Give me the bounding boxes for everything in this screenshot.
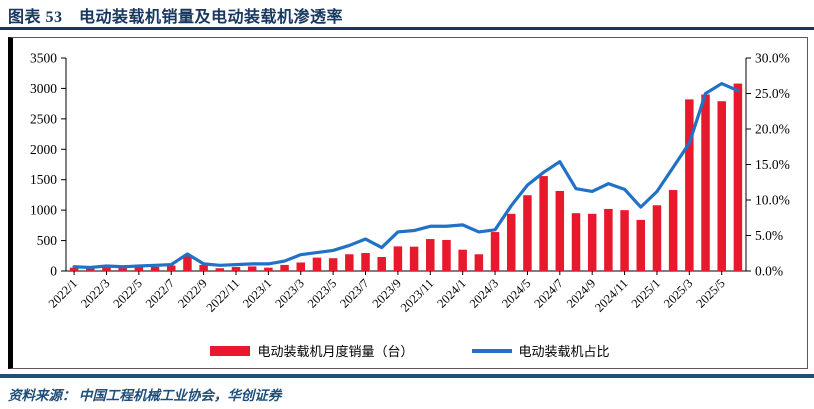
sales-bar xyxy=(102,267,111,271)
svg-text:2022/5: 2022/5 xyxy=(111,276,145,310)
svg-text:2024/11: 2024/11 xyxy=(592,276,631,315)
chart-panel: 0 500 1000 1500 2000 2500 3000 3500 0.0% 5.0% 10.0… xyxy=(8,37,808,369)
svg-text:2024/1: 2024/1 xyxy=(434,276,468,310)
left-axis: 0 500 1000 1500 2000 2500 3000 3500 xyxy=(30,51,66,279)
sales-bar xyxy=(701,94,710,271)
sales-bar xyxy=(312,257,322,271)
svg-text:2024/3: 2024/3 xyxy=(467,276,501,310)
sales-bar xyxy=(636,219,646,271)
sales-bar xyxy=(604,208,613,271)
sales-bar xyxy=(668,190,678,271)
svg-text:1000: 1000 xyxy=(30,203,57,218)
sales-bar-swatch xyxy=(210,345,251,356)
svg-text:2023/1: 2023/1 xyxy=(240,276,274,310)
svg-text:25.0%: 25.0% xyxy=(755,86,790,101)
legend-label-sales: 电动装载机月度销量（台） xyxy=(257,344,414,359)
sales-bar xyxy=(86,268,95,271)
sales-bar xyxy=(442,239,451,271)
svg-text:0: 0 xyxy=(50,264,57,279)
svg-text:2022/11: 2022/11 xyxy=(204,276,243,315)
sales-bar xyxy=(215,268,225,271)
sales-bar xyxy=(345,254,354,271)
sales-bar xyxy=(571,213,581,271)
sales-bar xyxy=(539,176,548,271)
figure-title: 图表 53 电动装载机销量及电动装载机渗透率 xyxy=(8,9,344,26)
combo-chart: 0 500 1000 1500 2000 2500 3000 3500 0.0% 5.0% 10.0… xyxy=(30,51,790,315)
svg-text:2023/5: 2023/5 xyxy=(305,276,339,310)
svg-text:2023/7: 2023/7 xyxy=(337,276,371,310)
svg-text:2500: 2500 xyxy=(30,111,57,126)
sales-bar xyxy=(69,267,79,271)
sales-bar xyxy=(166,265,176,271)
svg-text:20.0%: 20.0% xyxy=(755,122,790,137)
legend-label-share: 电动装载机占比 xyxy=(518,344,610,359)
svg-text:2024/7: 2024/7 xyxy=(531,276,565,310)
svg-text:3500: 3500 xyxy=(30,51,57,66)
svg-text:500: 500 xyxy=(37,233,58,248)
sales-bar xyxy=(490,232,500,271)
right-axis: 0.0% 5.0% 10.0% 15.0% 20.0% 25.0% 30.0% xyxy=(746,51,790,279)
sales-bar xyxy=(296,262,306,271)
sales-bar xyxy=(733,83,743,271)
sales-bar xyxy=(620,210,629,271)
penetration-line xyxy=(72,81,740,270)
svg-text:2022/1: 2022/1 xyxy=(46,276,80,310)
sales-bar xyxy=(506,213,516,271)
sales-bar xyxy=(183,254,192,271)
sales-bar xyxy=(231,267,241,271)
svg-text:3000: 3000 xyxy=(30,81,57,96)
svg-text:2023/11: 2023/11 xyxy=(398,276,437,315)
svg-text:30.0%: 30.0% xyxy=(755,51,790,66)
sales-bar xyxy=(409,246,419,271)
sales-bar xyxy=(361,253,370,271)
sales-bar xyxy=(685,99,694,271)
x-axis: 2022/12022/32022/52022/72022/92022/11202… xyxy=(46,271,728,315)
svg-text:15.0%: 15.0% xyxy=(755,157,790,172)
svg-text:2025/5: 2025/5 xyxy=(693,276,727,310)
sales-bar xyxy=(280,264,289,271)
sales-bar xyxy=(587,213,597,271)
sales-bar xyxy=(150,266,160,271)
sales-bar xyxy=(474,254,484,271)
sales-bars-series xyxy=(69,83,743,271)
sales-bar xyxy=(377,257,386,271)
svg-text:2022/7: 2022/7 xyxy=(143,276,177,310)
sales-bar xyxy=(393,246,403,271)
svg-text:2023/3: 2023/3 xyxy=(272,276,306,310)
svg-text:2024/5: 2024/5 xyxy=(499,276,533,310)
sales-bar xyxy=(328,258,338,271)
svg-text:1500: 1500 xyxy=(30,172,57,187)
svg-text:0.0%: 0.0% xyxy=(755,264,783,279)
sales-bar xyxy=(555,190,565,271)
title-divider xyxy=(0,27,814,30)
sales-bar xyxy=(458,249,467,271)
share-line-swatch xyxy=(471,348,512,353)
svg-text:2025/1: 2025/1 xyxy=(629,276,663,310)
sales-bar xyxy=(264,267,273,271)
sales-bar xyxy=(134,267,144,271)
legend-item-share: 电动装载机占比 xyxy=(471,341,610,360)
svg-text:2000: 2000 xyxy=(30,142,57,157)
footer-divider xyxy=(0,374,814,378)
sales-bar xyxy=(118,267,127,271)
sales-bar xyxy=(199,264,208,271)
sales-bar xyxy=(247,266,257,271)
svg-text:2022/3: 2022/3 xyxy=(78,276,112,310)
sales-bar xyxy=(717,101,726,271)
sales-bar xyxy=(652,205,662,271)
chart-legend: 电动装载机月度销量（台） 电动装载机占比 xyxy=(13,341,807,360)
sales-bar xyxy=(426,239,435,271)
legend-item-sales: 电动装载机月度销量（台） xyxy=(210,341,414,360)
svg-text:2025/3: 2025/3 xyxy=(661,276,695,310)
source-note: 资料来源： 中国工程机械工业协会，华创证券 xyxy=(8,388,282,403)
svg-text:10.0%: 10.0% xyxy=(755,193,790,208)
sales-bar xyxy=(523,195,532,271)
svg-text:5.0%: 5.0% xyxy=(755,228,783,243)
